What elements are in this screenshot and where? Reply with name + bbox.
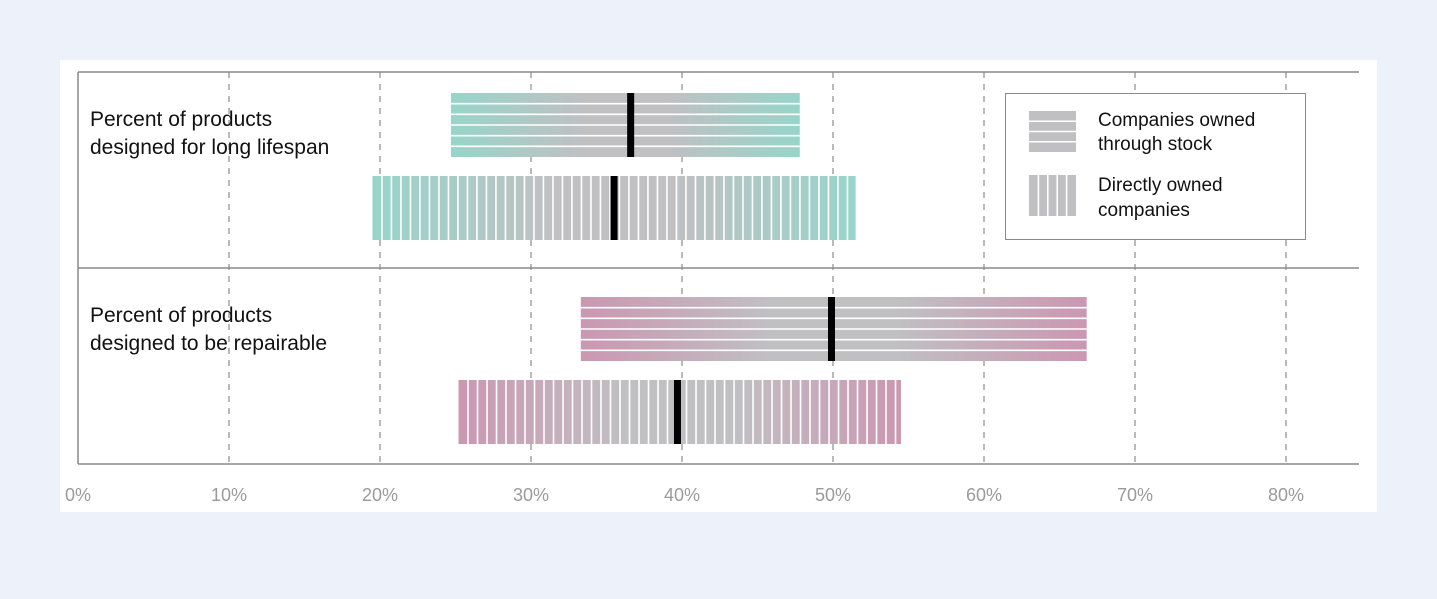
legend-label: companies <box>1098 200 1190 221</box>
x-tick-label: 0% <box>65 485 91 505</box>
x-tick-label: 10% <box>211 485 247 505</box>
median-marker <box>673 380 681 444</box>
category-label: designed to be repairable <box>90 332 327 355</box>
x-tick-label: 70% <box>1117 485 1153 505</box>
category-label: designed for long lifespan <box>90 136 329 159</box>
x-tick-label: 20% <box>362 485 398 505</box>
median-marker <box>627 93 635 157</box>
x-tick-label: 50% <box>815 485 851 505</box>
category-label: Percent of products <box>90 304 272 327</box>
median-marker <box>610 176 618 240</box>
legend: Companies owned through stock Directly own… <box>1005 93 1306 240</box>
legend-swatch <box>1029 175 1076 216</box>
median-marker <box>827 297 835 361</box>
category-label-layer: Percent of products designed for long lif… <box>90 108 329 355</box>
frame-layer <box>77 71 1359 465</box>
x-tick-label-layer: 0% 10% 20% 30% 40% 50% 60% 70% 80% <box>65 485 1304 505</box>
x-tick-label: 80% <box>1268 485 1304 505</box>
legend-label: through stock <box>1098 134 1213 155</box>
category-label: Percent of products <box>90 108 272 131</box>
x-tick-label: 40% <box>664 485 700 505</box>
legend-label: Directly owned <box>1098 175 1223 196</box>
x-tick-label: 60% <box>966 485 1002 505</box>
x-tick-label: 30% <box>513 485 549 505</box>
legend-label: Companies owned <box>1098 110 1255 131</box>
bar-layer <box>372 93 1087 444</box>
